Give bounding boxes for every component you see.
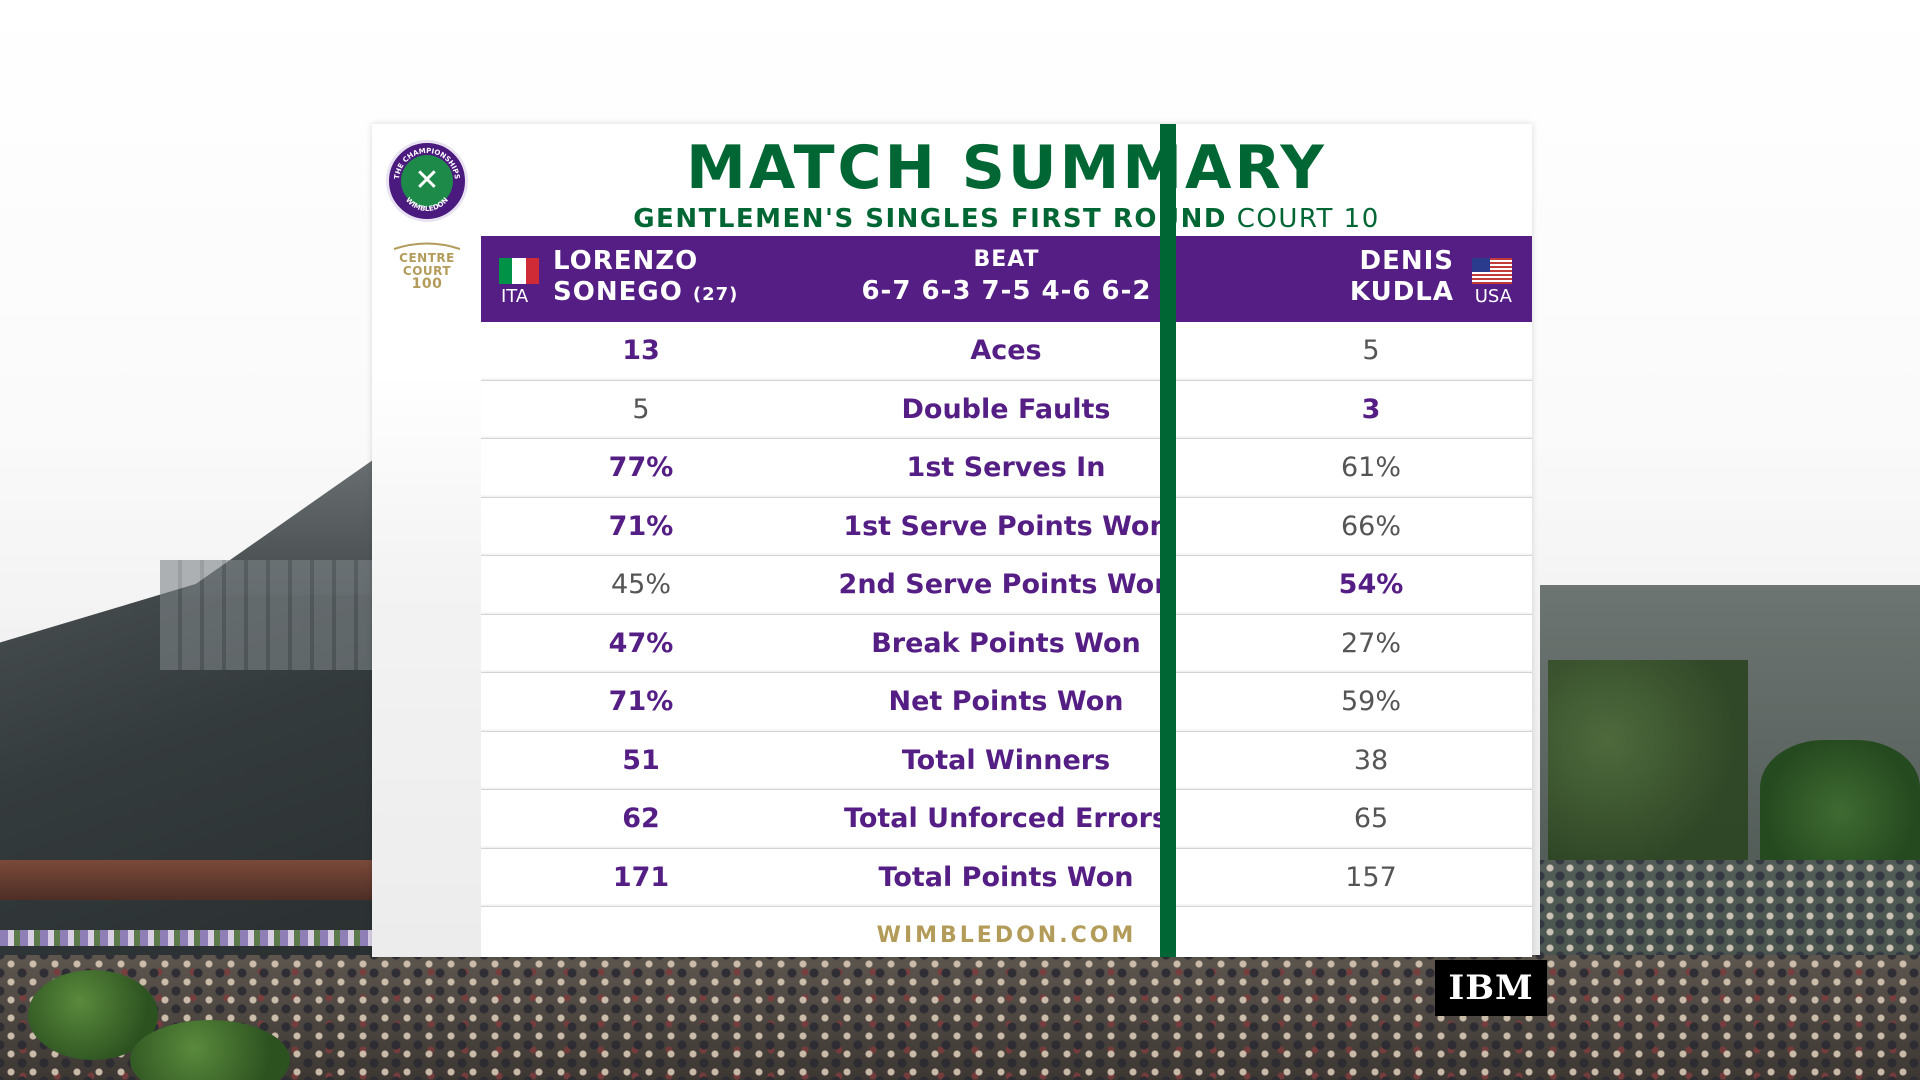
- left-player-stat-value: 71%: [608, 686, 674, 717]
- stat-label: 2nd Serve Points Won: [838, 569, 1174, 600]
- right-player-stat-value: 3: [1361, 393, 1381, 425]
- right-player-stat-value: 59%: [1340, 686, 1401, 717]
- stat-row: 71% Net Points Won 59%: [481, 673, 1532, 732]
- match-subtitle: GENTLEMEN'S SINGLES FIRST ROUND COURT 10: [481, 202, 1532, 236]
- left-player-country: ITA: [501, 286, 529, 307]
- match-summary-panel: THE CHAMPIONSHIPS WIMBLEDON ✕ CENTRE COU…: [372, 124, 1532, 957]
- right-player-first-name: DENIS: [1359, 246, 1454, 276]
- svg-text:WIMBLEDON: WIMBLEDON: [404, 196, 450, 213]
- balcony-left: [0, 860, 380, 900]
- usa-flag-icon: [1472, 258, 1512, 284]
- right-player-stat-value: 65: [1353, 803, 1389, 834]
- centre-court-line1: CENTRE: [399, 251, 455, 265]
- centre-court-line3: 100: [411, 276, 443, 292]
- players-header: ITA LORENZO SONEGO (27) BEAT 6-7 6-3 7-5…: [481, 236, 1532, 322]
- logo-ring-text-bottom: WIMBLEDON: [404, 196, 450, 213]
- right-player-stat-value: 54%: [1338, 569, 1404, 600]
- right-player-stat-value: 61%: [1340, 452, 1401, 483]
- crowd: [0, 955, 1920, 1080]
- right-player-stat-value: 27%: [1340, 627, 1401, 659]
- left-player-stat-value: 45%: [610, 569, 671, 600]
- logo-ring-text-top: THE CHAMPIONSHIPS: [393, 147, 461, 180]
- building-left-windows: [160, 560, 380, 670]
- left-player-last-name: SONEGO: [553, 277, 683, 307]
- stat-row: 77% 1st Serves In 61%: [481, 439, 1532, 498]
- round-label: GENTLEMEN'S SINGLES FIRST ROUND: [633, 204, 1227, 234]
- left-player-stat-value: 71%: [608, 510, 674, 542]
- italy-flag-icon: [499, 258, 539, 284]
- trees-right: [1760, 740, 1920, 860]
- logo-ring-text: THE CHAMPIONSHIPS WIMBLEDON: [393, 147, 461, 213]
- stat-label: 1st Serves In: [906, 452, 1106, 483]
- stat-row: 62 Total Unforced Errors 65: [481, 790, 1532, 849]
- left-player-stat-value: 171: [612, 861, 670, 893]
- right-player-stat-value: 5: [1362, 335, 1380, 366]
- left-player-seed: (27): [692, 284, 739, 305]
- flower-boxes: [0, 930, 380, 946]
- stat-label: Total Points Won: [878, 861, 1134, 893]
- stats-table: 13 Aces 5 5 Double Faults 3 77% 1st Serves In 61…: [481, 322, 1532, 964]
- stat-label: Total Unforced Errors: [844, 803, 1168, 834]
- left-player-name: LORENZO SONEGO (27): [553, 246, 738, 310]
- right-player-last-name: KUDLA: [1349, 277, 1454, 307]
- stat-label: Net Points Won: [888, 686, 1124, 717]
- ivy-wall: [1548, 660, 1748, 860]
- centre-court-line2: COURT: [402, 264, 452, 278]
- left-player-first-name: LORENZO: [553, 246, 699, 276]
- left-player-stat-value: 62: [622, 803, 660, 834]
- right-player-stat-value: 66%: [1340, 510, 1401, 542]
- stat-label: 1st Serve Points Won: [843, 510, 1169, 542]
- right-player-country: USA: [1474, 286, 1512, 307]
- court-label: COURT 10: [1236, 204, 1380, 234]
- stat-row: 171 Total Points Won 157: [481, 848, 1532, 907]
- centre-court-100-logo: CENTRE COURT 100: [388, 240, 466, 306]
- wimbledon-logo: THE CHAMPIONSHIPS WIMBLEDON ✕: [386, 140, 468, 222]
- footer-url: WIMBLEDON.COM: [876, 923, 1137, 948]
- stat-row: 51 Total Winners 38: [481, 731, 1532, 790]
- left-player-stat-value: 5: [632, 393, 650, 425]
- page-title: MATCH SUMMARY: [686, 133, 1327, 203]
- stat-label: Total Winners: [901, 744, 1111, 776]
- ibm-logo: IBM: [1435, 960, 1547, 1016]
- crowd-right: [1540, 860, 1920, 960]
- roof-arch-icon: [393, 242, 461, 250]
- left-player-stat-value: 51: [622, 744, 660, 776]
- right-player-stat-value: 157: [1345, 861, 1397, 893]
- left-player-stat-value: 77%: [608, 452, 674, 483]
- green-accent-bar: [1160, 124, 1176, 957]
- svg-text:THE CHAMPIONSHIPS: THE CHAMPIONSHIPS: [393, 147, 461, 180]
- left-player-stat-value: 13: [622, 335, 660, 366]
- stat-label: Double Faults: [901, 393, 1111, 425]
- left-player-stat-value: 47%: [608, 627, 674, 659]
- stat-row: 5 Double Faults 3: [481, 380, 1532, 439]
- stat-label: Aces: [970, 335, 1042, 366]
- bush: [130, 1020, 290, 1080]
- stat-row: 71% 1st Serve Points Won 66%: [481, 497, 1532, 556]
- right-player-name: DENIS KUDLA: [1350, 246, 1454, 308]
- crossed-rackets-icon: ✕: [414, 163, 440, 198]
- stat-row: 47% Break Points Won 27%: [481, 614, 1532, 673]
- stat-row: 45% 2nd Serve Points Won 54%: [481, 556, 1532, 615]
- panel-logo-column: THE CHAMPIONSHIPS WIMBLEDON ✕ CENTRE COU…: [372, 124, 481, 957]
- stat-label: Break Points Won: [871, 627, 1141, 659]
- right-player-stat-value: 38: [1353, 744, 1389, 776]
- logo-inner-circle: ✕: [401, 155, 453, 207]
- stat-row: 13 Aces 5: [481, 322, 1532, 381]
